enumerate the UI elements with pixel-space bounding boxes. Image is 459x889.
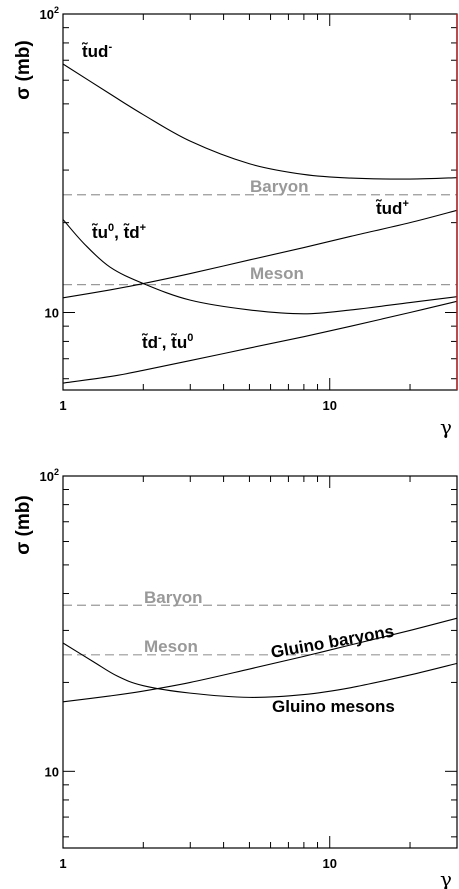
gluino-mesons-label: Gluino mesons <box>272 697 395 716</box>
plot-frame <box>62 475 458 849</box>
curve-stop-ud-plus <box>62 209 458 299</box>
curves <box>62 617 458 703</box>
x-tick-label-10: 10 <box>323 856 337 871</box>
y-axis-label: σ (mb) <box>13 40 34 99</box>
reference-lines <box>63 194 457 286</box>
axis-ticks <box>62 475 458 848</box>
meson-ref-label: Meson <box>144 637 198 656</box>
stop-ud-minus-label: t̃ud- <box>82 41 113 61</box>
x-tick-label-10: 10 <box>323 398 337 413</box>
stop-u0-d-plus-label: t̃u0, t̃d+ <box>92 222 146 242</box>
meson-ref-label: Meson <box>250 264 304 283</box>
baryon-ref-label: Baryon <box>144 588 203 607</box>
stop-ud-plus-label: t̃ud+ <box>376 198 409 218</box>
x-axis-label: γ <box>440 867 452 889</box>
baryon-ref-label: Baryon <box>250 177 309 196</box>
curves <box>62 63 458 384</box>
y-tick-label-10: 10 <box>45 305 59 320</box>
curve-stop-ud-minus <box>62 63 458 180</box>
y-tick-label-100: 102 <box>40 5 59 22</box>
y-axis-label: σ (mb) <box>13 495 34 554</box>
gluino-baryons-label: Gluino baryons <box>269 622 395 662</box>
x-tick-label-1: 1 <box>59 398 66 413</box>
y-tick-label-100: 102 <box>40 467 59 484</box>
curve-gluino-mesons <box>62 642 458 698</box>
panel-top: 102 10 1 10 σ (mb) γ Baryon Meson t̃ud- … <box>13 5 458 439</box>
stop-d-minus-u0-label: t̃d-, t̃u0 <box>142 332 194 352</box>
x-tick-label-1: 1 <box>59 856 66 871</box>
curve-stop-d-minus-u0 <box>62 300 458 384</box>
reference-lines <box>63 604 457 656</box>
curve-gluino-baryons <box>62 617 458 703</box>
y-tick-label-10: 10 <box>45 764 59 779</box>
panel-bottom: 102 10 1 10 σ (mb) γ Baryon Meson Gluino… <box>13 467 458 889</box>
curve-stop-u0-d-plus <box>62 219 458 315</box>
x-axis-label: γ <box>440 415 452 439</box>
